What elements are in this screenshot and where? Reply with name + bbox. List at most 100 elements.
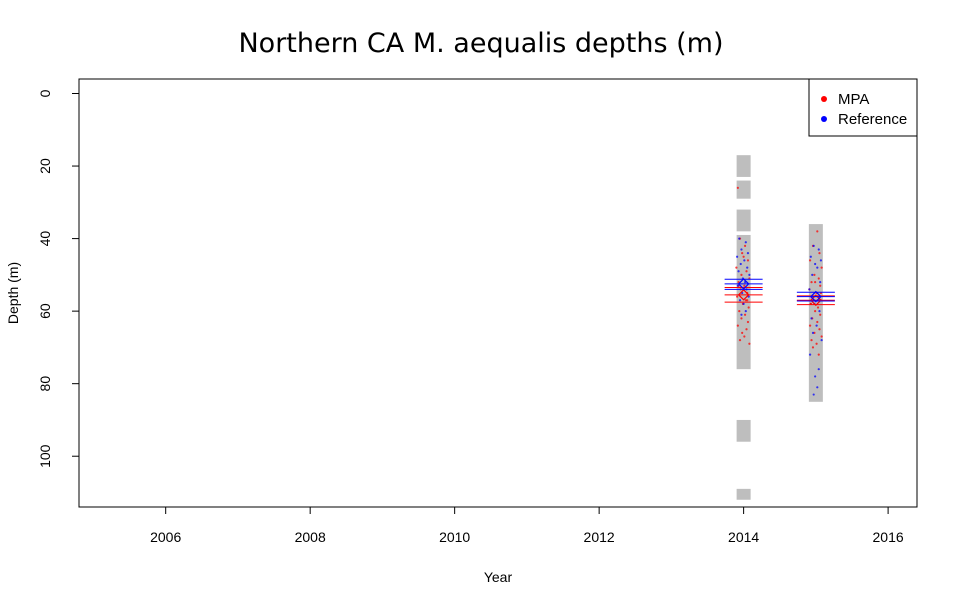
point-reference-4 (736, 255, 739, 258)
point-mpa-32 (818, 252, 821, 255)
point-mpa-20 (746, 320, 750, 324)
y-tick-label-40: 40 (37, 231, 53, 247)
y-axis: 0 20 40 60 80 100 (37, 89, 80, 468)
point-mpa-27 (742, 255, 745, 258)
point-reference-12 (736, 284, 739, 287)
summary-markers (724, 278, 835, 307)
y-axis-label: Depth (m) (5, 262, 21, 324)
point-reference-8 (737, 270, 740, 273)
point-mpa-49 (808, 324, 812, 327)
depth-range-2014-1 (736, 180, 751, 199)
legend-box (808, 78, 918, 137)
point-reference-7 (746, 266, 749, 269)
point-mpa-34 (820, 266, 823, 269)
point-reference-37 (817, 368, 820, 371)
mean-marker-reference-2014 (737, 278, 750, 290)
point-mpa-55 (811, 346, 815, 349)
point-mpa-22 (745, 328, 748, 331)
point-mpa-45 (814, 310, 817, 313)
y-tick-label-80: 80 (37, 376, 53, 392)
point-mpa-38 (819, 284, 822, 287)
point-mpa-3 (741, 252, 744, 255)
point-reference-22 (809, 255, 812, 258)
point-reference-23 (819, 259, 823, 262)
point-reference-2 (740, 248, 743, 251)
y-tick-label-60: 60 (37, 303, 53, 319)
x-tick-label-2016: 2016 (873, 529, 904, 545)
point-mpa-35 (813, 273, 816, 276)
point-reference-28 (808, 288, 811, 291)
point-reference-5 (743, 259, 746, 262)
point-mpa-4 (746, 259, 750, 262)
point-mpa-29 (746, 299, 749, 302)
point-reference-24 (814, 262, 817, 266)
point-mpa-10 (743, 284, 746, 287)
legend-label-mpa: MPA (838, 91, 869, 108)
legend-marker-reference (821, 116, 827, 122)
legend: MPA Reference (808, 78, 918, 137)
depth-range-bars (736, 155, 823, 500)
point-mpa-23 (741, 331, 744, 334)
point-mpa-5 (735, 266, 738, 269)
point-mpa-48 (816, 320, 819, 324)
point-mpa-6 (745, 270, 748, 273)
point-reference-26 (811, 273, 814, 276)
point-mpa-33 (808, 259, 812, 262)
point-mpa-36 (817, 277, 820, 280)
depth-range-2014-0 (736, 155, 751, 177)
point-reference-1 (744, 241, 747, 244)
point-reference-38 (814, 375, 817, 378)
depth-range-2014-2 (736, 209, 751, 232)
point-mpa-53 (810, 339, 813, 342)
point-reference-33 (815, 324, 818, 327)
point-mpa-0 (736, 186, 739, 189)
point-reference-39 (816, 386, 819, 389)
chart-title: Northern CA M. aequalis depths (m) (238, 28, 723, 59)
point-mpa-7 (740, 273, 743, 276)
point-reference-17 (742, 302, 745, 305)
point-reference-16 (738, 299, 742, 302)
point-mpa-37 (810, 281, 813, 284)
point-mpa-56 (817, 353, 820, 356)
point-reference-36 (808, 353, 812, 356)
depth-range-2015-0 (808, 224, 823, 402)
point-mpa-18 (743, 313, 747, 316)
point-mpa-44 (816, 306, 820, 309)
point-mpa-59 (814, 281, 817, 284)
point-reference-27 (819, 281, 822, 284)
point-mpa-13 (736, 295, 739, 298)
point-reference-35 (820, 339, 823, 342)
y-tick-label-20: 20 (37, 158, 53, 174)
point-reference-34 (811, 331, 815, 334)
point-reference-19 (740, 313, 743, 316)
mean-marker-mpa-2014 (737, 288, 750, 301)
point-reference-18 (744, 310, 747, 313)
mean-marker-reference-2015 (810, 290, 822, 303)
point-reference-21 (817, 248, 820, 251)
x-axis-label: Year (484, 569, 513, 585)
point-mpa-50 (818, 328, 821, 331)
depth-range-2014-4 (736, 419, 751, 442)
point-mpa-21 (736, 324, 739, 327)
point-mpa-17 (738, 310, 741, 313)
point-mpa-16 (747, 306, 750, 309)
point-reference-20 (812, 244, 815, 247)
point-mpa-25 (738, 339, 742, 342)
x-tick-label-2014: 2014 (728, 529, 759, 545)
y-tick-label-0: 0 (37, 89, 53, 97)
plot-frame (78, 78, 918, 508)
point-mpa-30 (816, 230, 819, 233)
point-reference-9 (748, 273, 751, 276)
x-tick-label-2010: 2010 (439, 529, 470, 545)
point-mpa-19 (740, 317, 743, 320)
depth-range-2014-5 (736, 488, 751, 500)
point-mpa-52 (820, 335, 823, 338)
point-mpa-24 (743, 335, 746, 338)
legend-label-reference: Reference (838, 111, 907, 128)
point-reference-32 (810, 317, 813, 320)
point-mpa-2 (743, 244, 747, 247)
point-reference-6 (739, 262, 742, 266)
x-tick-label-2008: 2008 (295, 529, 326, 545)
x-axis: 2006 2008 2010 2012 2014 2016 (150, 506, 904, 545)
